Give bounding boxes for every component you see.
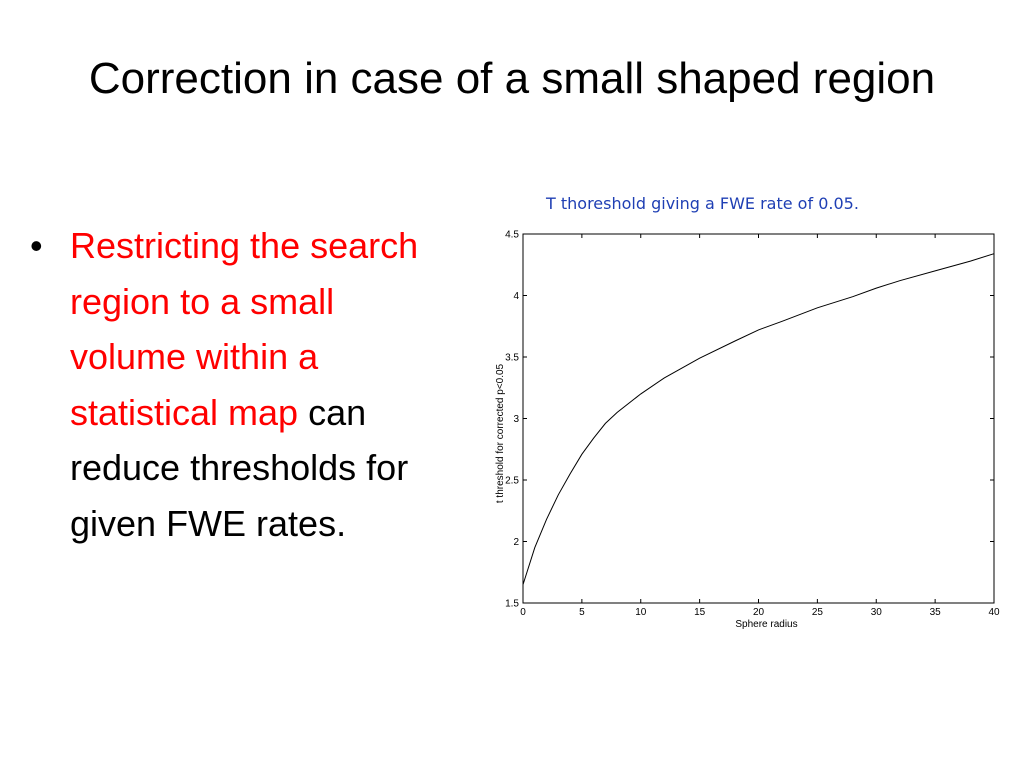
- slide-title: Correction in case of a small shaped reg…: [88, 54, 936, 103]
- y-tick-label: 1.5: [505, 599, 519, 610]
- x-tick-label: 30: [871, 607, 883, 618]
- x-tick-label: 5: [579, 607, 585, 618]
- y-tick-label: 4.5: [505, 230, 519, 241]
- x-tick-label: 40: [988, 607, 1000, 618]
- threshold-curve: [522, 253, 995, 585]
- y-tick-label: 2: [513, 537, 519, 548]
- plot-frame: [522, 233, 995, 604]
- x-tick-label: 35: [930, 607, 942, 618]
- bullet-marker: •: [30, 225, 43, 266]
- y-axis-label: t threshold for corrected p<0.05: [495, 363, 506, 503]
- y-tick-label: 4: [513, 291, 519, 302]
- bullet-highlight-text: Restricting the search region to a small…: [70, 225, 419, 433]
- chart-caption: T thoreshold giving a FWE rate of 0.05.: [546, 194, 859, 213]
- x-tick-label: 10: [635, 607, 647, 618]
- bullet-text: Restricting the search region to a small…: [70, 218, 450, 551]
- x-axis-label: Sphere radius: [735, 619, 797, 630]
- y-tick-label: 3.5: [505, 353, 519, 364]
- x-tick-label: 20: [753, 607, 765, 618]
- y-axis-ticks: 1.5 2 2.5 3 3.5 4 4.5: [505, 230, 994, 610]
- x-tick-label: 25: [812, 607, 824, 618]
- y-tick-label: 3: [513, 414, 519, 425]
- y-tick-label: 2.5: [505, 476, 519, 487]
- x-tick-label: 15: [694, 607, 706, 618]
- bullet-rest-text: can reduce thresholds for given FWE rate…: [70, 391, 409, 544]
- x-tick-label: 0: [520, 607, 526, 618]
- x-axis-ticks: 0 5 10 15 20 25 30 35 40: [520, 234, 1000, 618]
- threshold-chart: 0 5 10 15 20 25 30 35 40 1.5 2 2.5 3 3.5 4 4.5 Sphere …: [495, 230, 1000, 631]
